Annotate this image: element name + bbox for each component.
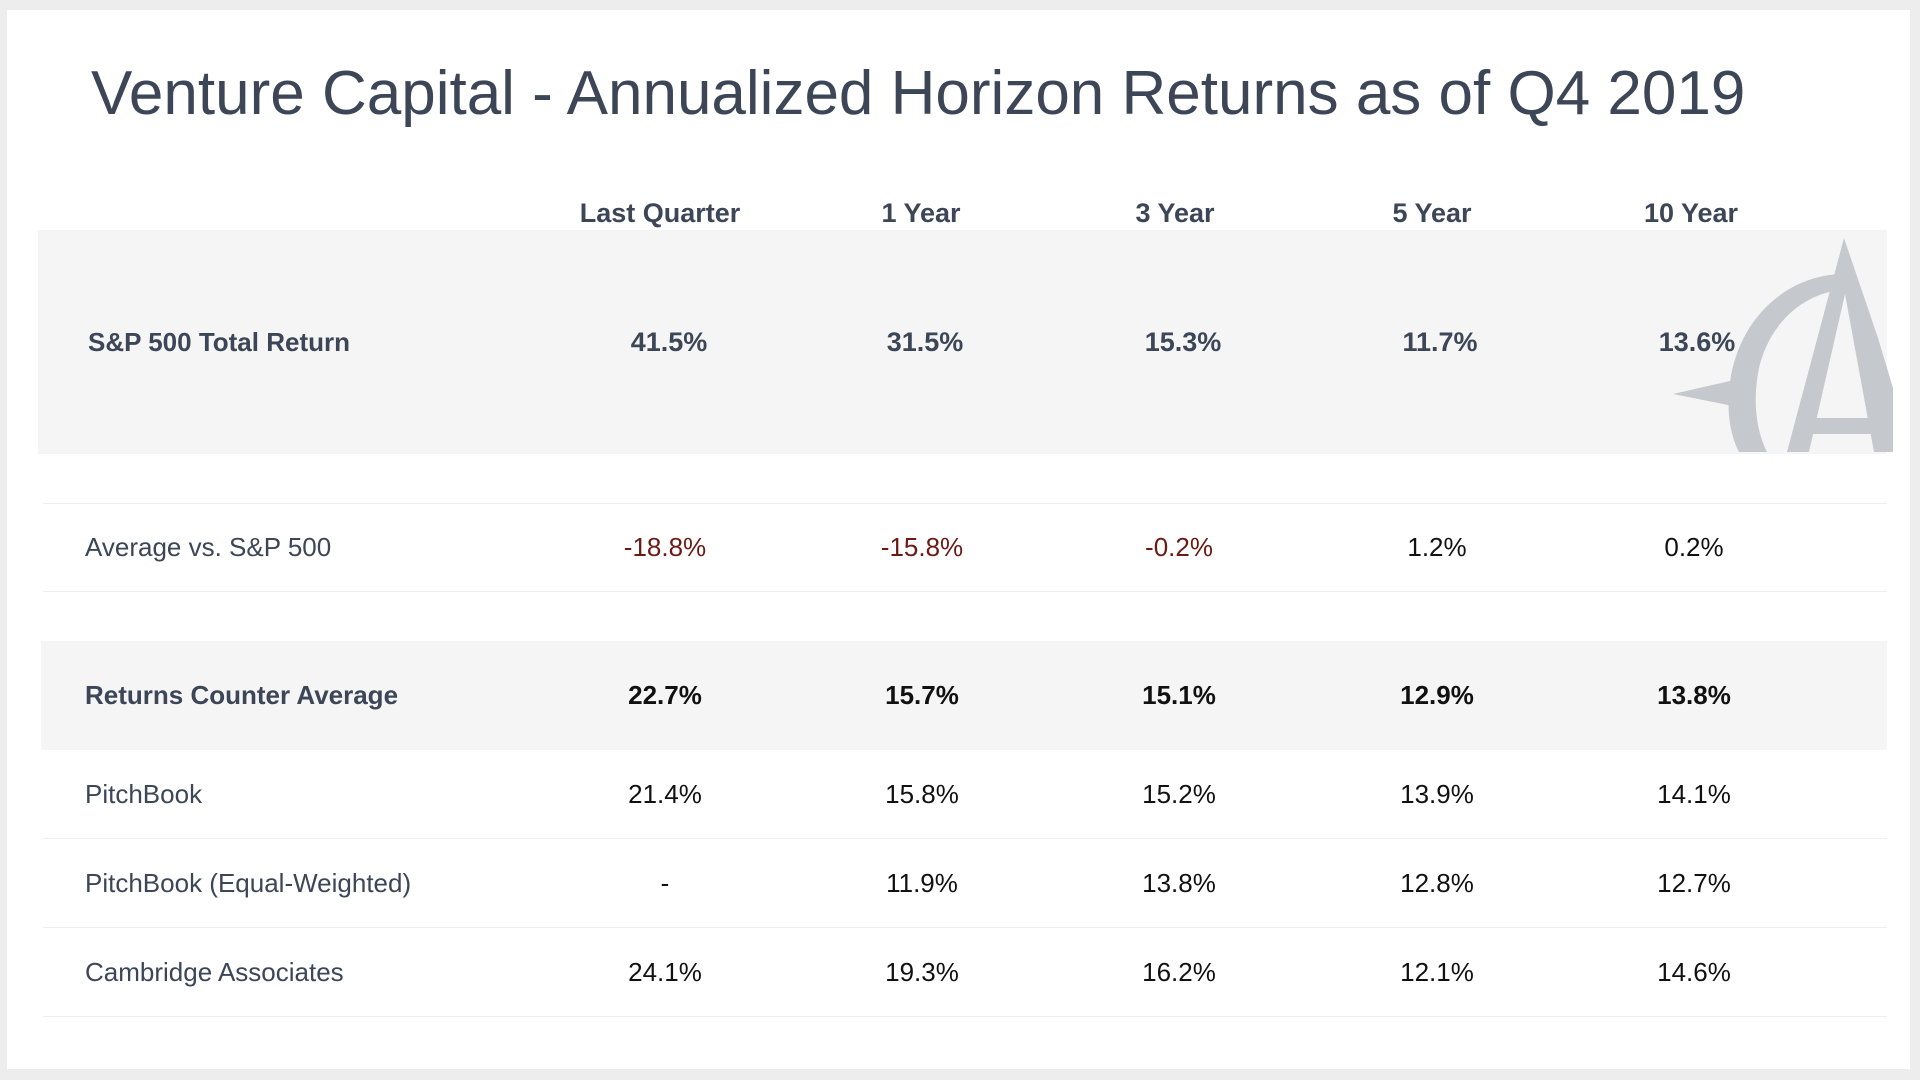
row-divider (43, 838, 1887, 839)
table-cell: 11.7% (1402, 326, 1478, 357)
table-cell: 12.9% (1400, 680, 1474, 710)
row-label: PitchBook (Equal-Weighted) (85, 867, 412, 898)
report-card: Venture Capital - Annualized Horizon Ret… (7, 10, 1910, 1069)
column-header-1-year: 1 Year (881, 198, 961, 228)
column-header-10-year: 10 Year (1643, 198, 1739, 228)
table-cell-negative: -18.8% (623, 532, 707, 562)
table-row-average-vs-sp500: Average vs. S&P 500 -18.8% -15.8% -0.2% … (7, 504, 1910, 591)
column-header-5-year: 5 Year (1392, 198, 1472, 228)
table-cell: 15.3% (1144, 326, 1222, 357)
table-cell: 11.9% (886, 867, 958, 898)
table-cell: 24.1% (628, 956, 702, 987)
table-cell-negative: -15.8% (880, 532, 964, 562)
table-cell: 1.2% (1407, 532, 1467, 562)
table-cell: 21.4% (628, 778, 702, 809)
table-cell: 12.1% (1400, 956, 1474, 987)
table-row-cambridge-associates: Cambridge Associates 24.1% 19.3% 16.2% 1… (7, 928, 1910, 1016)
table-cell: 41.5% (630, 326, 708, 357)
table-cell: 13.6% (1658, 326, 1736, 357)
table-cell: 15.8% (885, 778, 959, 809)
table-cell: 0.2% (1664, 532, 1724, 562)
table-cell: 12.7% (1657, 867, 1731, 898)
table-cell: 15.2% (1142, 778, 1216, 809)
table-row-pitchbook: PitchBook 21.4% 15.8% 15.2% 13.9% 14.1% (7, 750, 1910, 838)
table-cell: 16.2% (1142, 956, 1216, 987)
table-cell: 13.8% (1142, 867, 1216, 898)
row-divider (43, 591, 1887, 592)
table-cell: 31.5% (886, 326, 964, 357)
row-label: Returns Counter Average (85, 680, 399, 710)
table-cell: 15.7% (885, 680, 959, 710)
page-title: Venture Capital - Annualized Horizon Ret… (91, 59, 1746, 128)
compass-a-logo-icon (1673, 238, 1893, 452)
table-row-sp500: S&P 500 Total Return 41.5% 31.5% 15.3% 1… (7, 230, 1910, 454)
row-label: PitchBook (85, 778, 203, 809)
table-cell: 14.1% (1657, 778, 1731, 809)
table-cell: 22.7% (628, 680, 702, 710)
row-divider (43, 927, 1887, 928)
row-label: Average vs. S&P 500 (85, 532, 332, 562)
table-cell-negative: -0.2% (1145, 532, 1213, 562)
column-header-3-year: 3 Year (1135, 198, 1215, 228)
sp500-band (38, 230, 1887, 454)
row-divider (43, 503, 1887, 504)
average-band (41, 641, 1887, 750)
table-cell: 14.6% (1657, 956, 1731, 987)
row-label: Cambridge Associates (85, 956, 344, 987)
table-cell: 19.3% (885, 956, 959, 987)
table-row-pitchbook-equal-weighted: PitchBook (Equal-Weighted) - 11.9% 13.8%… (7, 839, 1910, 927)
table-cell: - (660, 867, 670, 898)
table-row-returns-counter-average: Returns Counter Average 22.7% 15.7% 15.1… (7, 641, 1910, 750)
row-divider (43, 1016, 1887, 1017)
row-label: S&P 500 Total Return (88, 326, 350, 357)
table-cell: 15.1% (1142, 680, 1216, 710)
table-cell: 13.8% (1657, 680, 1731, 710)
column-header-last-quarter: Last Quarter (579, 198, 741, 228)
table-cell: 13.9% (1400, 778, 1474, 809)
table-cell: 12.8% (1400, 867, 1474, 898)
